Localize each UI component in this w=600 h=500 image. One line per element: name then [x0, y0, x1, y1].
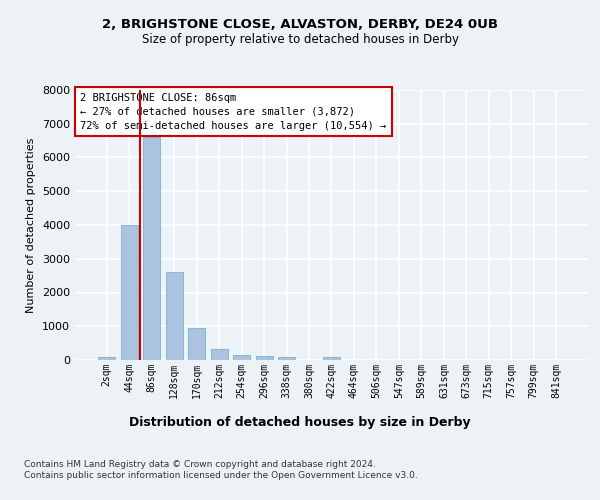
Text: Size of property relative to detached houses in Derby: Size of property relative to detached ho… — [142, 32, 458, 46]
Bar — [211, 349, 227, 360]
Text: 2 BRIGHSTONE CLOSE: 86sqm
← 27% of detached houses are smaller (3,872)
72% of se: 2 BRIGHSTONE CLOSE: 86sqm ← 27% of detac… — [80, 92, 386, 130]
Text: Contains HM Land Registry data © Crown copyright and database right 2024.
Contai: Contains HM Land Registry data © Crown c… — [24, 460, 418, 479]
Bar — [121, 225, 137, 360]
Text: Distribution of detached houses by size in Derby: Distribution of detached houses by size … — [129, 416, 471, 429]
Bar — [323, 356, 340, 360]
Y-axis label: Number of detached properties: Number of detached properties — [26, 138, 37, 312]
Text: 2, BRIGHSTONE CLOSE, ALVASTON, DERBY, DE24 0UB: 2, BRIGHSTONE CLOSE, ALVASTON, DERBY, DE… — [102, 18, 498, 30]
Bar — [166, 272, 182, 360]
Bar — [188, 328, 205, 360]
Bar — [278, 356, 295, 360]
Bar — [233, 356, 250, 360]
Bar — [98, 358, 115, 360]
Bar — [143, 137, 160, 360]
Bar — [256, 356, 272, 360]
